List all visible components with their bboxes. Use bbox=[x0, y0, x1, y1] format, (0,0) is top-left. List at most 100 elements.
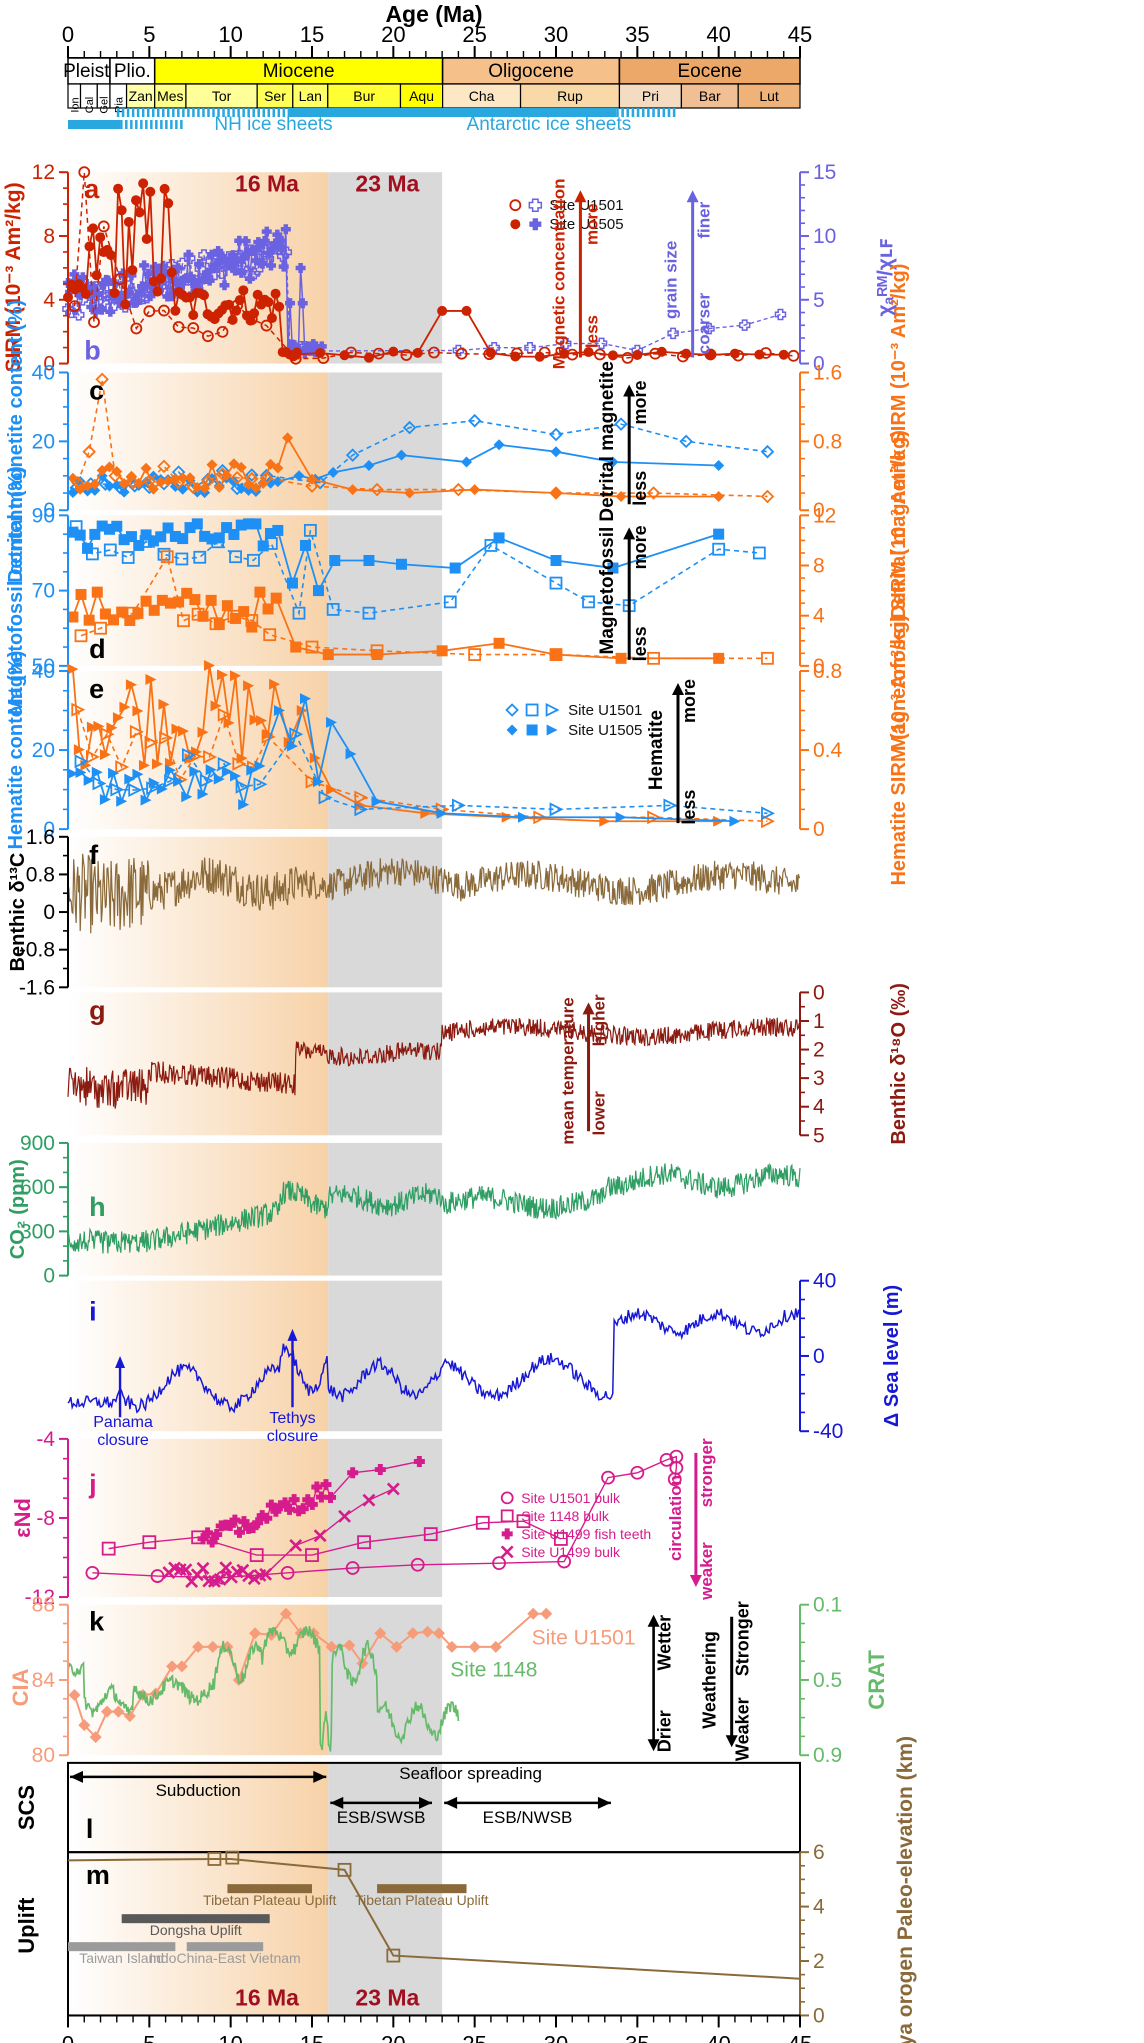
timescale-stage-label: Rup bbox=[557, 88, 583, 104]
panama-closure-label-2: closure bbox=[97, 1432, 149, 1449]
panel-a-left-axis: 12 8 4 0 bbox=[32, 161, 69, 376]
ice-sheet-bars: NH ice sheets Antarctic ice sheets bbox=[68, 108, 676, 135]
panel-m-right-axis-tick-label: 6 bbox=[813, 1841, 825, 1864]
uplift-bar-label: Tibetan Plateau Uplift bbox=[355, 1892, 488, 1908]
timescale-epoch bbox=[109, 57, 156, 85]
panel-d-left-axis-tick-label: 70 bbox=[32, 580, 55, 603]
panel-k-left-axis-label: CIA bbox=[8, 1668, 33, 1706]
mean-temperature-arrow bbox=[582, 1002, 595, 1132]
panel-d-left-axis-tick-label: 50 bbox=[32, 655, 55, 678]
esb-swsb-label: ESB/SWSB bbox=[337, 1808, 426, 1827]
bottom-axis-tick-label: 20 bbox=[381, 2031, 405, 2043]
antarctic-ice-dashed bbox=[242, 108, 245, 117]
panel-f-left-axis-tick-label: 1.6 bbox=[26, 826, 55, 849]
timescale-stage bbox=[185, 83, 258, 109]
timescale-stage-label: Aqu bbox=[409, 88, 434, 104]
circulation-stronger: stronger bbox=[697, 1438, 716, 1507]
background-bands bbox=[68, 172, 443, 2016]
nh-ice-dashed bbox=[180, 120, 183, 129]
panel-j-left-axis-tick-label: -4 bbox=[36, 1428, 55, 1451]
panel-e-legend-label: Site U1505 bbox=[568, 722, 642, 739]
timescale-epoch-label: Pleist. bbox=[63, 61, 115, 82]
panel-d-right-axis-tick-label: 8 bbox=[813, 555, 825, 578]
panel-h-letter: h bbox=[89, 1192, 106, 1222]
panel-e-legend-label: Site U1501 bbox=[568, 702, 642, 719]
panel-a-left-axis-tick-label: 0 bbox=[43, 353, 55, 376]
antarctic-ice-dashed bbox=[151, 108, 155, 117]
antarctic-ice-dashed bbox=[621, 108, 624, 117]
antarctic-ice-dashed bbox=[636, 108, 640, 117]
antarctic-ice-dashed bbox=[222, 108, 225, 117]
timescale-stage-label: Ser bbox=[264, 88, 286, 104]
timescale-epoch-label: Oligocene bbox=[488, 61, 574, 82]
panel-a-legend-label: Site U1501 bbox=[549, 197, 623, 214]
panel-d-right-axis-tick-label: 0 bbox=[813, 655, 825, 678]
panel-e-left-axis: 40 20 0 bbox=[32, 660, 69, 841]
antarctic-ice-dashed bbox=[662, 108, 666, 117]
timescale-stage-label: Lan bbox=[299, 88, 322, 104]
panel-d-right-axis-tick-label: 4 bbox=[813, 605, 825, 628]
circulation-arrow bbox=[689, 1452, 702, 1588]
antarctic-ice-dashed bbox=[131, 108, 135, 117]
panel-a-left-axis-tick-label: 4 bbox=[43, 289, 55, 312]
panel-i-letter: i bbox=[89, 1297, 97, 1327]
panel-f-left-axis-label: Benthic δ¹³C bbox=[7, 853, 29, 972]
panel-i-right-axis-tick-label: 40 bbox=[813, 1270, 836, 1293]
panel-c-left-axis-tick-label: 20 bbox=[32, 430, 55, 453]
panel-a-left-axis-tick-label: 8 bbox=[43, 225, 55, 248]
panel-d-left-axis: 90 70 50 bbox=[32, 504, 69, 678]
esb-nwsb-label: ESB/NWSB bbox=[483, 1808, 573, 1827]
top-axis-tick-label: 40 bbox=[706, 22, 730, 47]
antarctic-ice-dashed bbox=[156, 108, 160, 117]
weathering-arrow bbox=[725, 1616, 738, 1748]
panel-l-scs-tectonics: Subduction Seafloor spreading ESB/SWSB ESB/… bbox=[67, 1761, 801, 1854]
hematite-less: less bbox=[679, 790, 699, 825]
panel-g-right-axis-tick-label: 4 bbox=[813, 1096, 825, 1119]
panel-e-right-axis-tick-label: 0.4 bbox=[813, 739, 843, 762]
panel-i-right-axis-label: Δ Sea level (m) bbox=[881, 1285, 903, 1427]
antarctic-ice-solid bbox=[287, 108, 617, 117]
antarctic-ice-dashed bbox=[126, 108, 130, 117]
timescale-stage bbox=[327, 83, 402, 109]
antarctic-ice-dashed bbox=[162, 108, 165, 117]
panel-g-right-axis-label: Benthic δ¹⁸O (‰) bbox=[888, 983, 910, 1145]
magnetofossil-arrow-label: Magnetofossil bbox=[597, 527, 618, 655]
panel-a-right-axis: 15 10 5 0 bbox=[799, 161, 836, 376]
antarctic-ice-dashed bbox=[252, 108, 255, 117]
antarctic-ice-dashed bbox=[207, 108, 210, 117]
panel-i-right-axis-tick-label: 0 bbox=[813, 1345, 825, 1368]
timescale-epoch bbox=[618, 57, 801, 85]
bottom-axis-tick-label: 40 bbox=[706, 2031, 730, 2043]
panel-j-end-chart: Site U1501 bulk Site 1148 bulk Site U1499 … bbox=[85, 1449, 684, 1588]
magnetic-concentration-arrow bbox=[574, 190, 587, 358]
panel-j-left-axis-tick-label: -8 bbox=[36, 1507, 55, 1530]
label-23ma-bottom: 23 Ma bbox=[355, 1984, 419, 2010]
panel-c-left-axis-tick-label: 0 bbox=[43, 499, 55, 522]
antarctic-ice-dashed bbox=[227, 108, 230, 117]
antarctic-ice-dashed bbox=[187, 108, 190, 117]
panel-a-right-axis-tick-label: 15 bbox=[813, 161, 836, 184]
panel-i-right-axis: 40 0 -40 bbox=[799, 1270, 843, 1443]
panel-h-left-axis-label: CO₂ (ppm) bbox=[7, 1159, 29, 1259]
panel-k-series-label-u1501: Site U1501 bbox=[532, 1627, 636, 1650]
panel-c-letter: c bbox=[89, 375, 104, 405]
panel-k-left-axis-tick-label: 84 bbox=[32, 1669, 56, 1692]
antarctic-ice-dashed bbox=[237, 108, 240, 117]
hematite-arrow bbox=[672, 682, 684, 824]
panel-l-letter: l bbox=[86, 1814, 94, 1844]
panel-e-letter: e bbox=[89, 674, 104, 704]
nh-ice-sheets-label: NH ice sheets bbox=[214, 114, 332, 135]
antarctic-ice-dashed bbox=[197, 108, 200, 117]
magnetic-concentration-less: less bbox=[582, 315, 601, 348]
label-16ma: 16 Ma bbox=[235, 170, 299, 196]
bottom-axis-tick-label: 30 bbox=[544, 2031, 568, 2043]
bottom-axis-tick-label: 5 bbox=[143, 2031, 155, 2043]
label-23ma: 23 Ma bbox=[355, 170, 419, 196]
magnetofossil-more: more bbox=[630, 525, 650, 569]
panel-f-left-axis-tick-label: -1.6 bbox=[19, 976, 55, 999]
bottom-age-axis: 051015202530354045Age (Ma) bbox=[62, 2014, 812, 2043]
panel-a-letter: a bbox=[84, 174, 100, 204]
antarctic-ice-dashed bbox=[272, 108, 276, 117]
